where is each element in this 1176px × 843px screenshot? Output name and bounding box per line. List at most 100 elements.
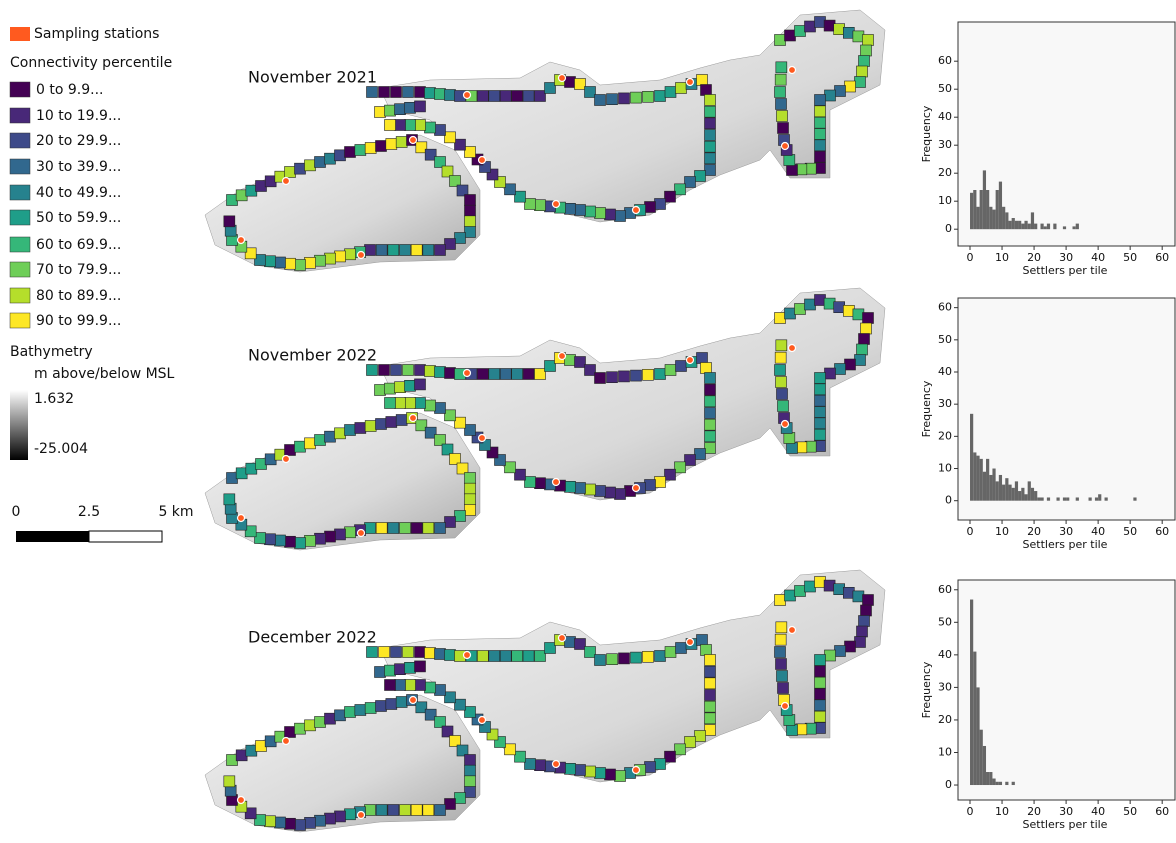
tile bbox=[388, 805, 399, 816]
y-tick-label: 30 bbox=[938, 397, 952, 410]
bar bbox=[1031, 488, 1034, 501]
tile bbox=[385, 105, 396, 116]
tile bbox=[236, 750, 247, 761]
tile bbox=[465, 787, 476, 798]
tile bbox=[515, 751, 526, 762]
tile bbox=[315, 717, 326, 728]
tile bbox=[565, 763, 576, 774]
legend-label: 20 to 29.9... bbox=[36, 133, 121, 149]
tile bbox=[246, 745, 257, 756]
tile bbox=[365, 703, 376, 714]
x-tick-label: 20 bbox=[1027, 805, 1041, 818]
tile bbox=[275, 535, 286, 546]
tile bbox=[445, 692, 456, 703]
x-axis-label: Settlers per tile bbox=[1023, 264, 1108, 277]
tile bbox=[845, 81, 856, 92]
tile bbox=[595, 768, 606, 779]
bar bbox=[1002, 207, 1005, 229]
tile bbox=[335, 529, 346, 540]
tile bbox=[697, 353, 708, 364]
tile bbox=[405, 102, 416, 113]
tile bbox=[400, 805, 411, 816]
tile bbox=[435, 403, 446, 414]
bar bbox=[973, 652, 976, 785]
bar bbox=[999, 182, 1002, 230]
y-tick-label: 60 bbox=[938, 54, 952, 67]
tile bbox=[325, 253, 336, 264]
tile bbox=[778, 683, 789, 694]
tile bbox=[705, 666, 716, 677]
tile bbox=[512, 369, 523, 380]
tile bbox=[415, 87, 426, 98]
legend-swatch bbox=[10, 288, 30, 303]
tile bbox=[585, 484, 596, 495]
tile bbox=[246, 463, 257, 474]
tile bbox=[585, 206, 596, 217]
tile bbox=[815, 418, 826, 429]
map-panel: November 2022 bbox=[205, 288, 885, 550]
tile bbox=[615, 771, 626, 782]
tile bbox=[705, 384, 716, 395]
tile bbox=[405, 380, 416, 391]
sampling-station bbox=[464, 370, 471, 377]
tile bbox=[423, 523, 434, 534]
tile bbox=[265, 176, 276, 187]
y-tick-label: 40 bbox=[938, 110, 952, 123]
x-tick-label: 0 bbox=[967, 251, 974, 264]
tile bbox=[776, 340, 787, 351]
tile bbox=[236, 468, 247, 479]
tile bbox=[705, 130, 716, 141]
tile bbox=[445, 90, 456, 101]
tile bbox=[325, 431, 336, 442]
tile bbox=[705, 725, 716, 736]
bar bbox=[1053, 224, 1056, 230]
tile bbox=[415, 101, 426, 112]
bar bbox=[1063, 497, 1066, 500]
tile bbox=[391, 647, 402, 658]
tile bbox=[345, 425, 356, 436]
legend-swatch bbox=[10, 108, 30, 123]
legend: Sampling stations Connectivity percentil… bbox=[10, 26, 194, 542]
bar bbox=[1105, 497, 1108, 500]
tile bbox=[515, 469, 526, 480]
bar bbox=[1005, 478, 1008, 501]
tile bbox=[465, 755, 476, 766]
tile bbox=[701, 363, 712, 374]
tile bbox=[512, 91, 523, 102]
tile bbox=[676, 83, 687, 94]
tile bbox=[435, 649, 446, 660]
tile bbox=[795, 304, 806, 315]
bar bbox=[1089, 497, 1092, 500]
bar bbox=[1008, 221, 1011, 229]
bar bbox=[1073, 226, 1076, 229]
tile bbox=[565, 77, 576, 88]
tile bbox=[795, 586, 806, 597]
x-tick-label: 10 bbox=[995, 805, 1009, 818]
tile bbox=[435, 523, 446, 534]
tile bbox=[355, 705, 366, 716]
tile bbox=[305, 535, 316, 546]
tile bbox=[863, 595, 874, 606]
sampling-station bbox=[687, 357, 694, 364]
bar bbox=[986, 772, 989, 785]
tile bbox=[388, 523, 399, 534]
figure: Sampling stations Connectivity percentil… bbox=[0, 0, 1176, 843]
tile bbox=[775, 87, 786, 98]
tile bbox=[295, 538, 306, 549]
sampling-station bbox=[464, 92, 471, 99]
sampling-station bbox=[238, 797, 245, 804]
y-tick-label: 10 bbox=[938, 194, 952, 207]
bar bbox=[983, 170, 986, 229]
sampling-station bbox=[789, 345, 796, 352]
bar bbox=[1028, 224, 1031, 230]
tile bbox=[415, 379, 426, 390]
bar bbox=[986, 190, 989, 229]
tile bbox=[435, 685, 446, 696]
tile bbox=[643, 369, 654, 380]
tile bbox=[396, 697, 407, 708]
tile bbox=[605, 209, 616, 220]
tile bbox=[315, 533, 326, 544]
y-axis-label: Frequency bbox=[920, 380, 933, 437]
bar bbox=[976, 456, 979, 501]
legend-title: Connectivity percentile bbox=[10, 55, 172, 71]
